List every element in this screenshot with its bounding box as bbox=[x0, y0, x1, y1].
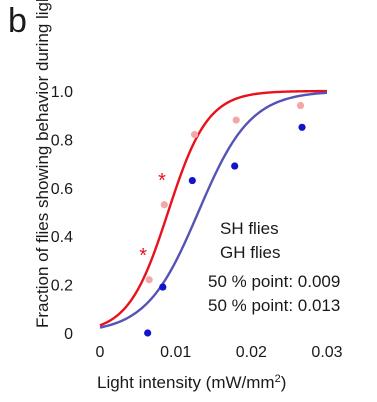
x-tick-label: 0.01 bbox=[160, 344, 191, 361]
sh-data-point bbox=[190, 130, 199, 139]
significance-markers: ** bbox=[139, 170, 166, 267]
y-tick-label: 0.4 bbox=[51, 229, 73, 246]
y-tick-label: 0.6 bbox=[51, 181, 73, 198]
gh-data-point bbox=[159, 283, 167, 291]
x-axis-label-main: Light intensity (mW/mm bbox=[97, 373, 275, 392]
gh-data-point bbox=[298, 123, 306, 131]
y-tick-label: 0.8 bbox=[51, 132, 73, 149]
annotation-sh-midpoint: 50 % point: 0.009 bbox=[208, 272, 341, 291]
x-axis-label-sup: 2 bbox=[274, 373, 281, 385]
significance-asterisk: * bbox=[158, 170, 166, 192]
sh-data-point bbox=[160, 201, 168, 209]
x-tick-label: 0 bbox=[96, 344, 105, 361]
sh-data-point bbox=[145, 276, 153, 284]
sh-data-point bbox=[232, 116, 240, 124]
data-points bbox=[144, 101, 306, 337]
gh-data-point bbox=[188, 176, 196, 185]
legend-gh-flies: GH flies bbox=[220, 243, 281, 262]
significance-asterisk: * bbox=[139, 245, 147, 267]
y-tick-label: 1.0 bbox=[51, 84, 73, 101]
x-axis-label: Light intensity (mW/mm2) bbox=[97, 373, 286, 393]
x-tick-label: 0.02 bbox=[236, 344, 267, 361]
x-axis-label-end: ) bbox=[280, 373, 287, 392]
sh-fit-curve bbox=[99, 89, 328, 327]
panel-letter: b bbox=[8, 2, 27, 40]
y-tick-label: 0 bbox=[64, 326, 73, 343]
sh-data-point bbox=[296, 101, 305, 110]
annotation-gh-midpoint: 50 % point: 0.013 bbox=[208, 296, 341, 315]
gh-fit-curve bbox=[99, 91, 328, 329]
legend-sh-flies: SH flies bbox=[220, 219, 279, 238]
axes: 0 0.2 0.4 0.6 0.8 1.0 0 0.01 0.02 0.03 bbox=[51, 84, 343, 361]
x-tick-label: 0.03 bbox=[311, 344, 342, 361]
gh-data-point bbox=[231, 162, 239, 170]
fit-curves bbox=[99, 89, 328, 329]
y-tick-label: 0.2 bbox=[51, 278, 73, 295]
gh-data-point bbox=[144, 329, 152, 337]
